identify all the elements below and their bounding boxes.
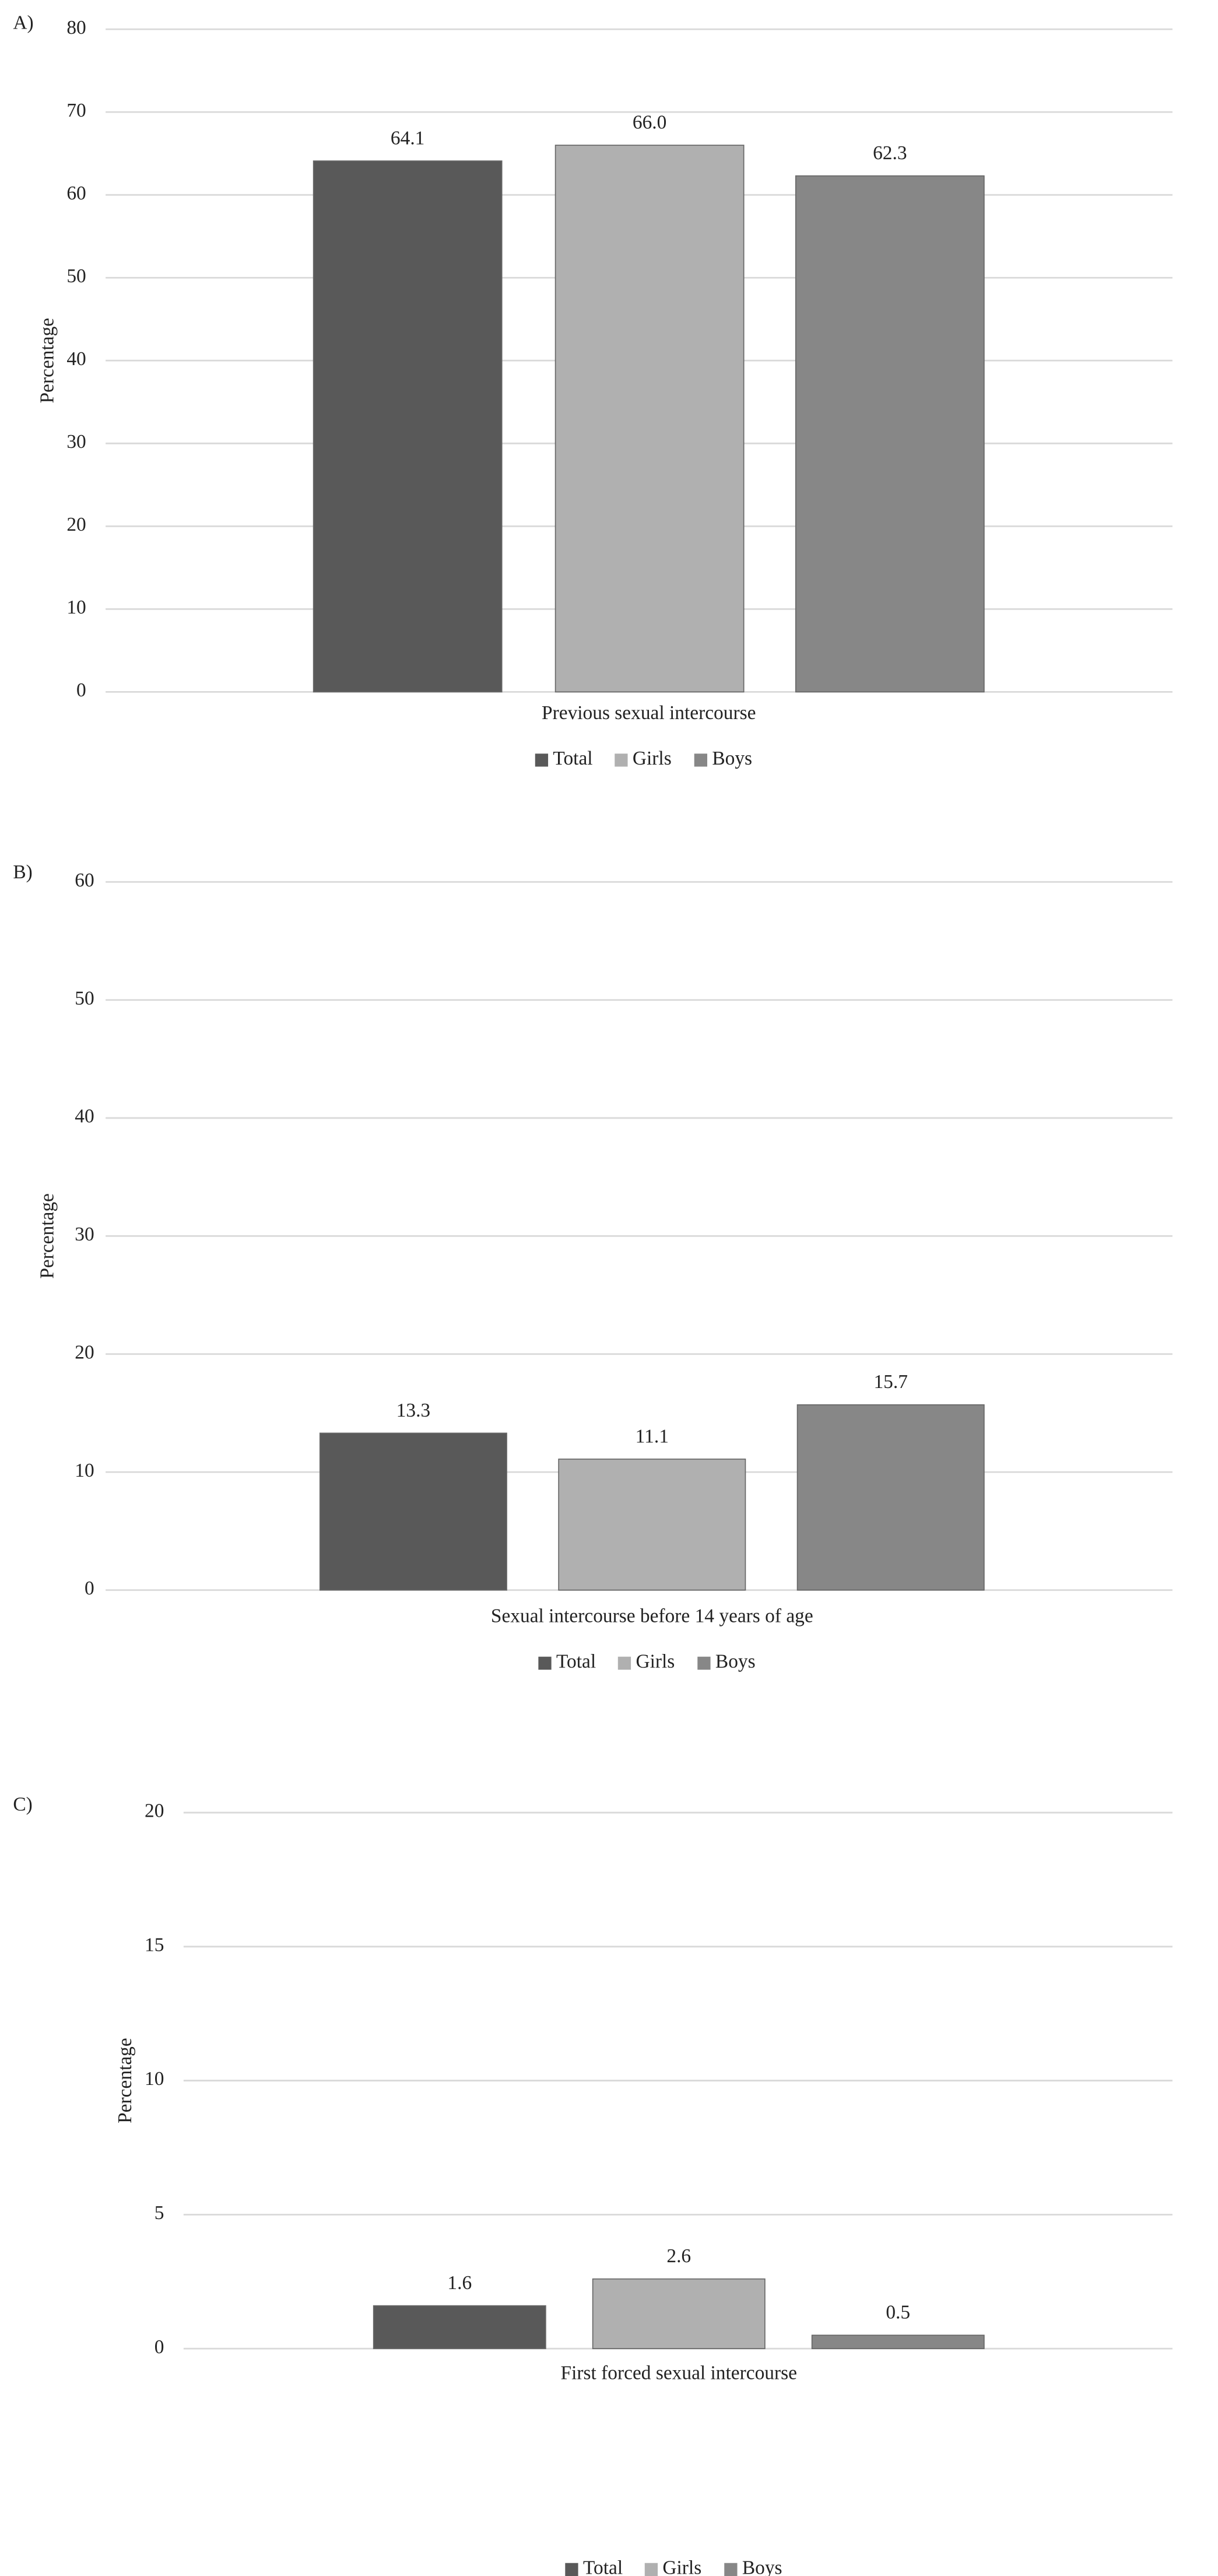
value-label: 2.6 bbox=[666, 2245, 691, 2267]
value-label: 13.3 bbox=[396, 1400, 430, 1421]
legend-swatch bbox=[694, 753, 707, 767]
bar bbox=[319, 1432, 507, 1591]
y-tick-label: 10 bbox=[75, 1460, 94, 1481]
y-tick-label: 50 bbox=[75, 987, 94, 1009]
legend-label: Girls bbox=[662, 2557, 701, 2576]
y-tick-label: 20 bbox=[145, 1800, 164, 1822]
panel-label: B) bbox=[13, 861, 32, 883]
value-label: 64.1 bbox=[391, 127, 424, 149]
panel-label: C) bbox=[13, 1794, 32, 1816]
y-tick-label: 40 bbox=[75, 1106, 94, 1127]
y-tick-label: 60 bbox=[66, 183, 86, 204]
y-tick-label: 20 bbox=[75, 1341, 94, 1363]
value-label: 0.5 bbox=[886, 2302, 910, 2323]
y-tick-label: 40 bbox=[66, 348, 86, 370]
y-tick-label: 0 bbox=[85, 1578, 94, 1599]
value-label: 11.1 bbox=[636, 1425, 669, 1447]
bar bbox=[592, 2278, 766, 2349]
bar bbox=[811, 2335, 985, 2349]
y-tick-label: 70 bbox=[66, 100, 86, 121]
y-axis-label: Percentage bbox=[36, 318, 58, 404]
y-tick-label: 0 bbox=[76, 679, 86, 701]
y-tick-label: 60 bbox=[75, 870, 94, 891]
legend-swatch bbox=[615, 753, 628, 767]
y-axis-label: Percentage bbox=[114, 2038, 136, 2123]
y-tick-label: 5 bbox=[155, 2202, 164, 2224]
y-tick-label: 30 bbox=[75, 1224, 94, 1245]
x-tick-label: Previous sexual intercourse bbox=[542, 702, 756, 724]
x-tick-label: First forced sexual intercourse bbox=[561, 2362, 797, 2384]
bar bbox=[554, 145, 745, 693]
legend-label: Girls bbox=[636, 1651, 675, 1673]
legend-swatch bbox=[565, 2563, 578, 2576]
legend-label: Total bbox=[556, 1651, 596, 1673]
bar bbox=[373, 2305, 546, 2349]
legend-label: Girls bbox=[633, 748, 672, 769]
legend-label: Boys bbox=[742, 2557, 782, 2576]
y-tick-label: 20 bbox=[66, 514, 86, 535]
bar bbox=[796, 1404, 985, 1591]
x-tick-label: Sexual intercourse before 14 years of ag… bbox=[491, 1606, 813, 1627]
legend-label: Total bbox=[583, 2557, 623, 2576]
legend-label: Total bbox=[553, 748, 592, 769]
value-label: 15.7 bbox=[873, 1371, 907, 1393]
value-label: 1.6 bbox=[447, 2272, 472, 2294]
value-label: 66.0 bbox=[633, 111, 666, 133]
panel-label: A) bbox=[13, 12, 33, 33]
legend-label: Boys bbox=[715, 1651, 756, 1673]
legend-swatch bbox=[617, 1656, 631, 1670]
bar bbox=[558, 1459, 746, 1591]
legend-swatch bbox=[697, 1656, 711, 1670]
legend-swatch bbox=[535, 753, 549, 767]
legend-swatch bbox=[724, 2563, 738, 2576]
y-axis-label: Percentage bbox=[36, 1193, 58, 1279]
bar bbox=[313, 160, 503, 693]
y-tick-label: 15 bbox=[145, 1934, 164, 1955]
y-tick-label: 50 bbox=[66, 265, 86, 287]
value-label: 62.3 bbox=[873, 142, 907, 164]
legend-swatch bbox=[644, 2563, 658, 2576]
y-tick-label: 10 bbox=[66, 597, 86, 618]
legend-swatch bbox=[538, 1656, 552, 1670]
y-tick-label: 30 bbox=[66, 431, 86, 453]
bar bbox=[795, 175, 985, 693]
y-tick-label: 0 bbox=[155, 2336, 164, 2358]
legend-label: Boys bbox=[712, 748, 752, 769]
y-tick-label: 80 bbox=[66, 17, 86, 38]
y-tick-label: 10 bbox=[145, 2068, 164, 2090]
